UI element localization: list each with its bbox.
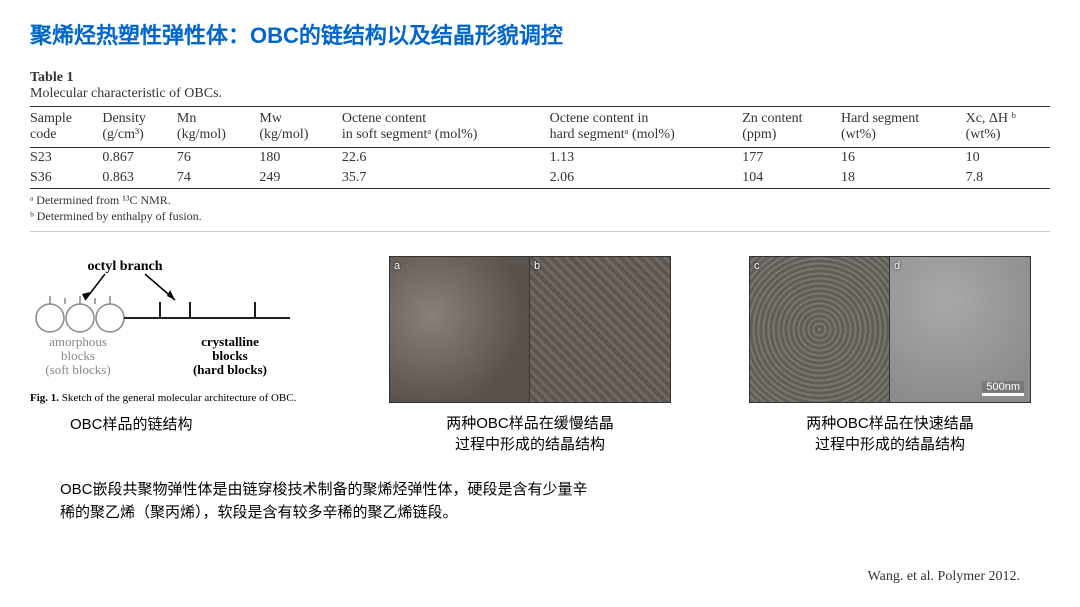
svg-text:octyl branch: octyl branch [87, 259, 162, 274]
table-cell: 0.867 [102, 148, 177, 169]
column-header: Zn content(ppm) [742, 107, 841, 148]
table-section: Table 1 Molecular characteristic of OBCs… [30, 70, 1050, 232]
column-header: Samplecode [30, 107, 102, 148]
table-cell: 22.6 [342, 148, 550, 169]
sketch-figure: octyl branch amo [30, 256, 330, 455]
table-row: S360.8637424935.72.06104187.8 [30, 168, 1050, 189]
svg-text:blocks: blocks [212, 348, 247, 363]
molecular-sketch-svg: octyl branch amo [30, 256, 310, 386]
table-cell: 180 [259, 148, 341, 169]
column-header: Octene contentin soft segmentᵃ (mol%) [342, 107, 550, 148]
panel-label: a [394, 260, 400, 272]
table-row: S230.8677618022.61.131771610 [30, 148, 1050, 169]
slow-caption: 两种OBC样品在缓慢结晶 过程中形成的结晶结构 [446, 413, 614, 455]
page-title: 聚烯烃热塑性弹性体：OBC的链结构以及结晶形貌调控 [30, 18, 1050, 50]
svg-text:blocks: blocks [61, 348, 95, 363]
panel-label: b [534, 260, 540, 272]
micrograph-image: a [390, 257, 530, 402]
micrograph-image: d 500nm [890, 257, 1030, 402]
table-caption: Molecular characteristic of OBCs. [30, 86, 1050, 102]
footnote: ᵇ Determined by enthalpy of fusion. [30, 209, 1050, 224]
table-cell: 104 [742, 168, 841, 189]
micrograph-image: b [530, 257, 670, 402]
table-cell: 76 [177, 148, 259, 169]
fast-caption: 两种OBC样品在快速结晶 过程中形成的结晶结构 [806, 413, 974, 455]
scale-bar: 500nm [982, 381, 1024, 396]
column-header: Mw(kg/mol) [259, 107, 341, 148]
table-footnotes: ᵃ Determined from ¹³C NMR.ᵇ Determined b… [30, 193, 1050, 232]
table-cell: 1.13 [550, 148, 743, 169]
table-cell: 18 [841, 168, 966, 189]
panel-label: d [894, 260, 900, 272]
panel-label: c [754, 260, 760, 272]
table-label: Table 1 [30, 70, 1050, 86]
table-cell: 35.7 [342, 168, 550, 189]
table-cell: S36 [30, 168, 102, 189]
svg-text:(hard blocks): (hard blocks) [193, 362, 267, 377]
table-cell: 2.06 [550, 168, 743, 189]
table-cell: 10 [966, 148, 1050, 169]
svg-text:(soft blocks): (soft blocks) [45, 362, 110, 377]
data-table: SamplecodeDensity(g/cm³)Mn(kg/mol)Mw(kg/… [30, 106, 1050, 189]
svg-text:amorphous: amorphous [49, 334, 107, 349]
sketch-caption-cn: OBC样品的链结构 [70, 414, 193, 435]
svg-text:crystalline: crystalline [201, 334, 259, 349]
column-header: Density(g/cm³) [102, 107, 177, 148]
table-cell: 7.8 [966, 168, 1050, 189]
fast-crystallization-figure: c d 500nm 两种OBC样品在快速结晶 过程中形成的结晶结构 [730, 256, 1050, 455]
sketch-caption-en: Fig. 1. Fig. 1. Sketch of the general mo… [30, 392, 296, 404]
table-cell: 0.863 [102, 168, 177, 189]
footnote: ᵃ Determined from ¹³C NMR. [30, 193, 1050, 208]
description-text: OBC嵌段共聚物弹性体是由链穿梭技术制备的聚烯烃弹性体，硬段是含有少量辛 稀的聚… [60, 479, 1050, 524]
table-cell: 249 [259, 168, 341, 189]
column-header: Hard segment(wt%) [841, 107, 966, 148]
figures-row: octyl branch amo [30, 256, 1050, 455]
citation: Wang. et al. Polymer 2012. [868, 569, 1020, 585]
micrograph-image: c [750, 257, 890, 402]
column-header: Octene content inhard segmentᵃ (mol%) [550, 107, 743, 148]
table-cell: 74 [177, 168, 259, 189]
column-header: Xc, ΔH ᵇ(wt%) [966, 107, 1050, 148]
slow-crystallization-figure: a b 两种OBC样品在缓慢结晶 过程中形成的结晶结构 [370, 256, 690, 455]
table-cell: S23 [30, 148, 102, 169]
column-header: Mn(kg/mol) [177, 107, 259, 148]
table-cell: 177 [742, 148, 841, 169]
table-cell: 16 [841, 148, 966, 169]
